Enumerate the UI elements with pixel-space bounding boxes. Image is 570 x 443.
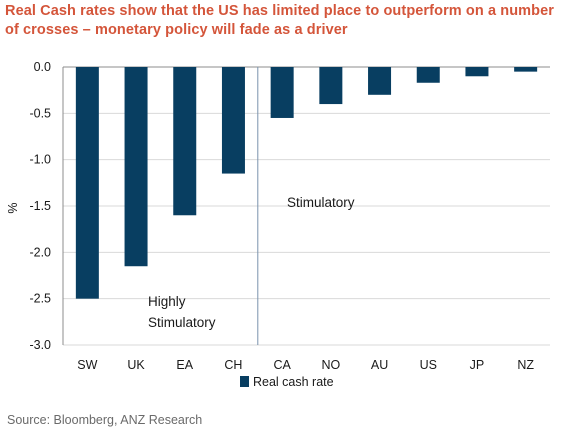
annotation-left-line-2: Stimulatory — [148, 315, 216, 330]
bar-au — [368, 67, 392, 95]
x-tick-label: EA — [176, 358, 193, 372]
annotation-left-line-1: Highly — [148, 294, 186, 309]
x-tick-label: AU — [371, 358, 388, 372]
x-tick-label: UK — [127, 358, 145, 372]
x-tick-label: CH — [224, 358, 242, 372]
bar-ea — [173, 67, 197, 216]
y-tick-label: -2.0 — [29, 245, 51, 259]
bar-no — [319, 67, 343, 105]
y-tick-label: -1.5 — [29, 199, 51, 213]
bar-uk — [124, 67, 148, 267]
x-axis: SW UK EA CH CA NO AU US JP NZ — [77, 358, 534, 372]
x-tick-label: JP — [470, 358, 485, 372]
y-tick-label: -1.0 — [29, 153, 51, 167]
x-tick-label: NZ — [517, 358, 534, 372]
source-note: Source: Bloomberg, ANZ Research — [7, 413, 203, 427]
annotation-right: Stimulatory — [287, 195, 355, 210]
y-tick-label: 0.0 — [34, 60, 51, 74]
bar-ch — [221, 67, 245, 174]
x-tick-label: US — [420, 358, 437, 372]
bar-sw — [75, 67, 99, 299]
legend: Real cash rate — [240, 375, 334, 389]
y-tick-label: -2.5 — [29, 292, 51, 306]
legend-swatch — [240, 376, 249, 387]
bar-us — [416, 67, 440, 83]
bar-ca — [270, 67, 294, 118]
y-tick-label: -3.0 — [29, 338, 51, 352]
chart-title: Real Cash rates show that the US has lim… — [5, 3, 555, 38]
bar-nz — [514, 67, 538, 72]
x-tick-label: NO — [321, 358, 340, 372]
x-tick-label: SW — [77, 358, 97, 372]
y-axis-label: % — [6, 202, 20, 213]
bars — [75, 67, 538, 299]
bar-jp — [465, 67, 489, 77]
x-tick-label: CA — [273, 358, 291, 372]
legend-label: Real cash rate — [253, 375, 334, 389]
y-tick-label: -0.5 — [29, 106, 51, 120]
